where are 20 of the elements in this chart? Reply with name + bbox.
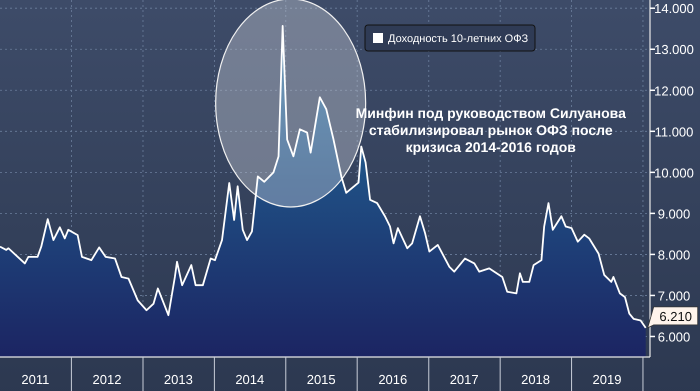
y-tick-label: 14.000	[654, 1, 694, 16]
y-tick-label: 11.000	[654, 124, 694, 140]
legend-label: Доходность 10-летних ОФЗ	[388, 33, 529, 45]
data-label: 6.210	[659, 308, 692, 324]
y-tick-label: 8.000	[658, 247, 690, 262]
x-tick-label: 2014	[235, 372, 264, 387]
x-tick-label: 2019	[592, 372, 622, 387]
x-tick-label: 2011	[21, 372, 50, 387]
y-tick-label: 10.000	[654, 165, 694, 180]
y-tick-label: 9.000	[658, 206, 690, 222]
x-tick-label: 2017	[450, 372, 479, 387]
y-tick-label: 7.000	[658, 288, 690, 304]
y-tick-label: 12.000	[654, 83, 694, 98]
x-tick-label: 2018	[521, 372, 550, 387]
x-tick-label: 2015	[306, 372, 336, 387]
x-tick-label: 2013	[164, 372, 193, 387]
y-tick-label: 13.000	[654, 42, 694, 58]
x-tick-label: 2016	[378, 372, 408, 387]
y-tick-label: 6.000	[658, 329, 690, 344]
x-tick-label: 2012	[92, 372, 122, 387]
